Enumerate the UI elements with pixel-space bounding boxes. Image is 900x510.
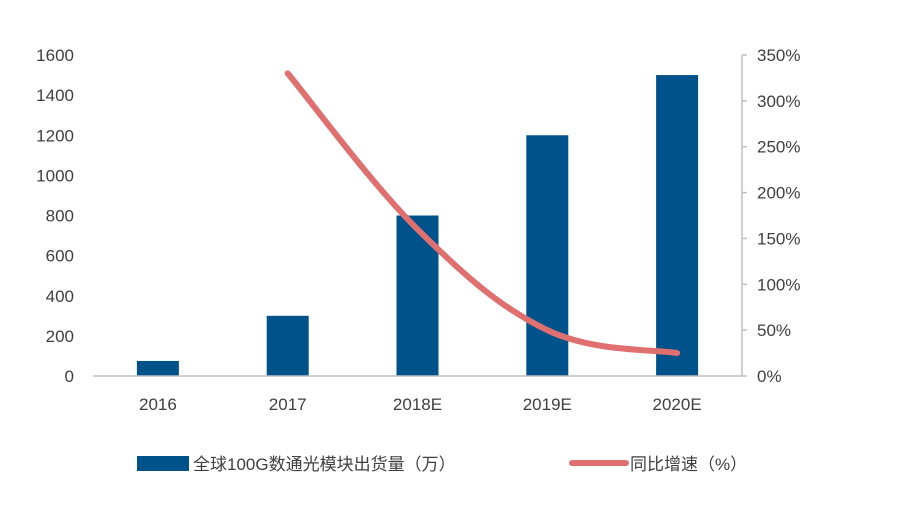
right-tick-label: 50% <box>757 321 791 340</box>
right-axis: 0% 50% 100% 150% 200% 250% 300% 350% <box>742 46 800 386</box>
bar-2016 <box>137 361 179 376</box>
legend-label-bar: 全球100G数通光模块出货量（万） <box>193 455 456 474</box>
left-tick-label: 1000 <box>36 166 74 185</box>
bar-2020E <box>656 75 698 376</box>
x-axis: 2016 2017 2018E 2019E 2020E <box>93 376 742 414</box>
bar-2017 <box>267 316 309 376</box>
legend-swatch-bar <box>137 456 189 471</box>
right-tick-label: 200% <box>757 184 800 203</box>
legend: 全球100G数通光模块出货量（万） 同比增速（%） <box>137 455 747 474</box>
bar-2019E <box>526 135 568 376</box>
x-tick-label: 2018E <box>393 395 442 414</box>
x-tick-label: 2019E <box>523 395 572 414</box>
left-tick-label: 1600 <box>36 46 74 65</box>
right-tick-label: 150% <box>757 229 800 248</box>
right-tick-label: 300% <box>757 92 800 111</box>
left-tick-label: 0 <box>65 367 74 386</box>
growth-line <box>288 73 677 353</box>
x-tick-label: 2016 <box>139 395 177 414</box>
x-tick-label: 2020E <box>653 395 702 414</box>
right-tick-label: 350% <box>757 46 800 65</box>
legend-label-line: 同比增速（%） <box>630 455 747 474</box>
left-tick-label: 1200 <box>36 126 74 145</box>
right-tick-label: 0% <box>757 367 782 386</box>
left-axis: 0 200 400 600 800 1000 1200 1400 1600 <box>36 46 74 386</box>
line-series <box>288 73 678 353</box>
left-tick-label: 800 <box>46 207 74 226</box>
right-tick-label: 100% <box>757 275 800 294</box>
right-tick-label: 250% <box>757 138 800 157</box>
left-tick-label: 200 <box>46 327 74 346</box>
left-tick-label: 600 <box>46 247 74 266</box>
x-tick-label: 2017 <box>269 395 307 414</box>
left-tick-label: 400 <box>46 287 74 306</box>
left-tick-label: 1400 <box>36 86 74 105</box>
